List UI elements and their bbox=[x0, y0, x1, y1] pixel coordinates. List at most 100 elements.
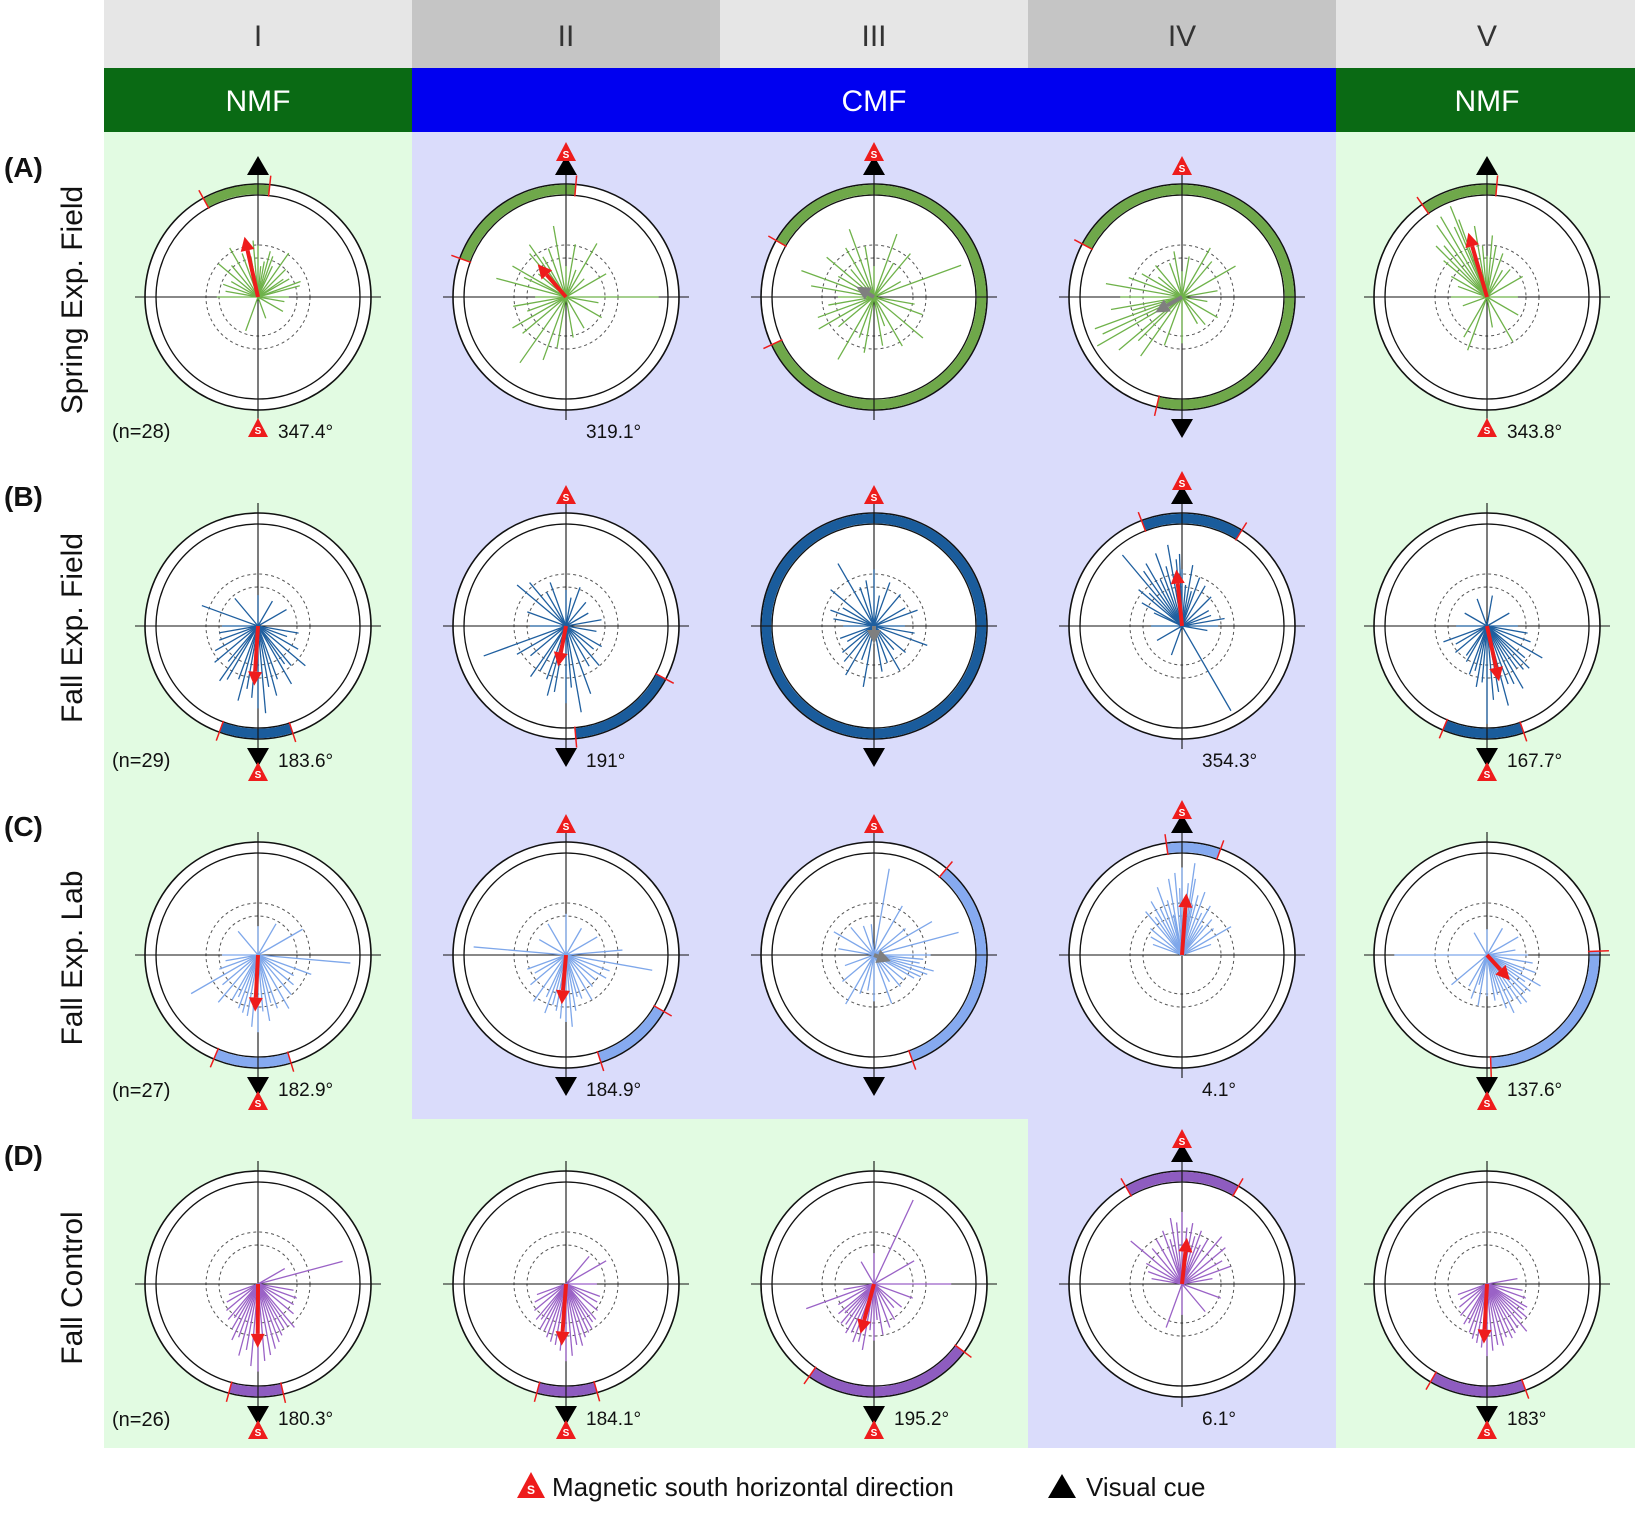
condition-label-cmf: CMF bbox=[842, 85, 907, 118]
heading-line bbox=[859, 954, 875, 994]
visual-cue-icon bbox=[1171, 814, 1193, 833]
heading-line bbox=[565, 949, 623, 956]
heading-line bbox=[817, 296, 875, 319]
heading-line bbox=[873, 1283, 878, 1320]
heading-line bbox=[1486, 246, 1497, 298]
heading-line bbox=[1486, 612, 1510, 627]
visual-cue-icon bbox=[863, 748, 885, 767]
heading-line bbox=[532, 954, 567, 1002]
confidence-arc bbox=[909, 869, 987, 1061]
heading-line bbox=[1156, 625, 1183, 641]
heading-line bbox=[257, 1283, 289, 1327]
svg-text:S: S bbox=[563, 1428, 570, 1439]
heading-line bbox=[1486, 1283, 1526, 1299]
mean-vector-arrow bbox=[555, 954, 570, 1005]
heading-line bbox=[545, 591, 567, 627]
row-letter-d: (D) bbox=[4, 1140, 43, 1171]
heading-line bbox=[1440, 216, 1488, 298]
confidence-tick bbox=[1120, 1177, 1133, 1197]
heading-line bbox=[1486, 625, 1543, 659]
heading-line bbox=[833, 618, 875, 627]
heading-line bbox=[1151, 1277, 1183, 1285]
heading-line bbox=[1181, 565, 1194, 627]
heading-line bbox=[222, 954, 259, 986]
visual-cue-icon bbox=[555, 1406, 577, 1425]
circular-plot: S 183.6° bbox=[135, 503, 381, 781]
confidence-tick bbox=[654, 672, 675, 684]
heading-line bbox=[257, 268, 287, 298]
heading-line bbox=[257, 296, 267, 319]
heading-line bbox=[873, 233, 898, 298]
mean-vector-arrow bbox=[537, 264, 568, 299]
confidence-tick bbox=[1425, 1371, 1438, 1391]
svg-text:S: S bbox=[563, 150, 570, 161]
circular-plot: S 184.9° bbox=[443, 814, 689, 1101]
heading-line bbox=[1151, 1248, 1183, 1285]
heading-line bbox=[257, 1283, 294, 1291]
heading-line bbox=[226, 1283, 259, 1311]
confidence-arc bbox=[214, 1049, 291, 1068]
phase-cell-i bbox=[104, 0, 412, 68]
row-letter-b: (B) bbox=[4, 481, 43, 512]
confidence-arc bbox=[1443, 720, 1524, 739]
heading-line bbox=[1181, 926, 1232, 956]
heading-line bbox=[565, 954, 610, 972]
heading-line bbox=[534, 1283, 567, 1303]
heading-line bbox=[565, 625, 592, 694]
heading-line bbox=[1481, 625, 1488, 683]
heading-line bbox=[1486, 1283, 1513, 1339]
circular-plot: S 183° bbox=[1364, 1161, 1610, 1439]
mean-direction-label: 180.3° bbox=[278, 1409, 333, 1430]
sample-size-b: (n=29) bbox=[112, 750, 170, 772]
heading-line bbox=[218, 263, 259, 298]
heading-line bbox=[1465, 625, 1488, 656]
heading-line bbox=[540, 1283, 567, 1320]
confidence-tick bbox=[1495, 175, 1499, 197]
confidence-tick bbox=[279, 1382, 287, 1404]
visual-cue-icon bbox=[1171, 1143, 1193, 1162]
confidence-tick bbox=[1215, 840, 1225, 861]
heading-line bbox=[1181, 1236, 1223, 1285]
svg-text:S: S bbox=[871, 150, 878, 161]
heading-line bbox=[527, 954, 567, 970]
heading-line bbox=[245, 296, 259, 332]
svg-text:S: S bbox=[527, 1483, 535, 1497]
confidence-tick bbox=[596, 1050, 605, 1072]
mean-direction-label: 343.8° bbox=[1507, 422, 1562, 443]
heading-line bbox=[214, 625, 259, 652]
heading-line bbox=[565, 954, 577, 1011]
magnetic-south-icon: S bbox=[248, 1091, 268, 1110]
heading-line bbox=[1486, 1283, 1527, 1318]
heading-line bbox=[565, 1283, 594, 1323]
heading-line bbox=[1181, 596, 1212, 627]
heading-line bbox=[237, 625, 259, 701]
heading-line bbox=[565, 1283, 578, 1345]
heading-line bbox=[1486, 625, 1528, 634]
heading-line bbox=[1486, 235, 1494, 298]
heading-line bbox=[257, 625, 278, 696]
mean-direction-label: 183.6° bbox=[278, 751, 333, 772]
heading-line bbox=[873, 582, 891, 627]
heading-line bbox=[1475, 625, 1488, 687]
visual-cue-icon bbox=[863, 1406, 885, 1425]
heading-line bbox=[512, 296, 567, 329]
confidence-tick bbox=[215, 720, 225, 741]
magnetic-south-icon: S bbox=[1172, 471, 1192, 490]
mean-vector-arrow bbox=[856, 286, 875, 300]
heading-line bbox=[1181, 625, 1232, 712]
heading-line bbox=[257, 954, 278, 1009]
magnetic-south-icon: S bbox=[1477, 418, 1497, 437]
heading-line bbox=[873, 1283, 895, 1309]
heading-line bbox=[227, 1283, 259, 1320]
heading-line bbox=[848, 229, 875, 298]
heading-line bbox=[539, 1283, 567, 1329]
heading-line bbox=[257, 923, 277, 956]
circular-plot: S 195.2° bbox=[751, 1161, 997, 1439]
heading-line bbox=[1145, 1262, 1183, 1285]
svg-text:S: S bbox=[563, 493, 570, 504]
heading-line bbox=[1486, 1283, 1523, 1320]
magnetic-south-icon: S bbox=[248, 762, 268, 781]
heading-line bbox=[1170, 625, 1183, 656]
heading-line bbox=[1486, 949, 1516, 956]
circular-plot: S 4.1° bbox=[1059, 800, 1305, 1101]
